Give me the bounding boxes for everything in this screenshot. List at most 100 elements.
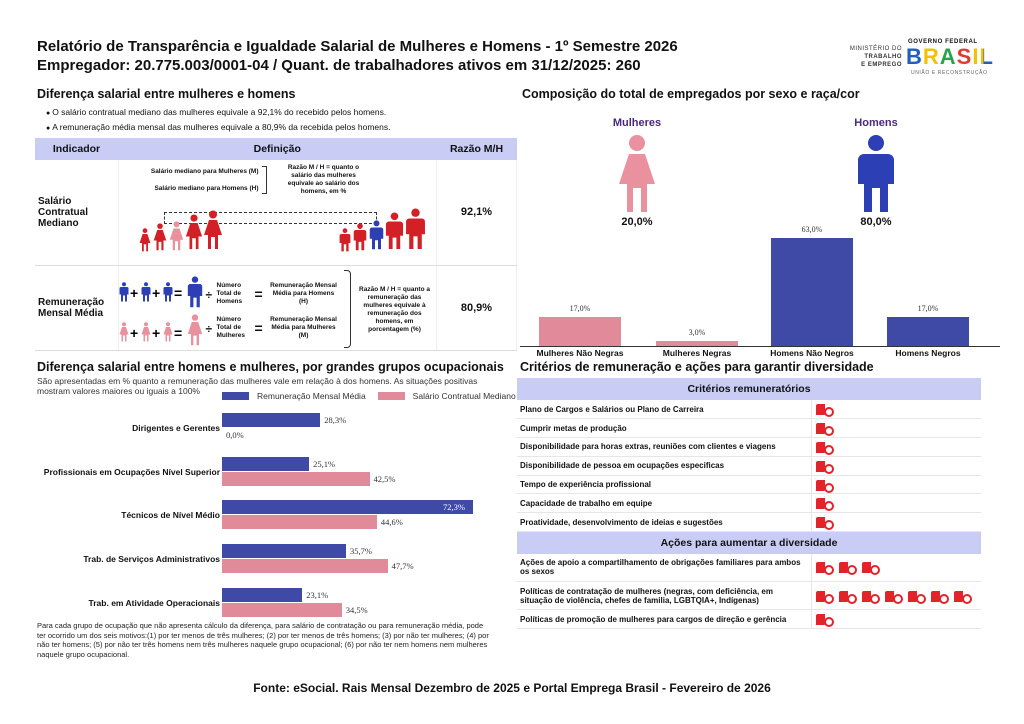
salary-bullet: A remuneração média mensal das mulheres … <box>46 122 390 132</box>
table-row: Políticas de contratação de mulheres (ne… <box>517 581 981 611</box>
criterion-icons <box>810 475 981 495</box>
def-text: Número Total de Homens <box>216 281 243 305</box>
bar-remuneration <box>222 544 346 558</box>
def-note: Razão M / H = quanto a remuneração das m… <box>359 285 430 333</box>
company-icon <box>814 458 835 474</box>
table-row: Tempo de experiência profissional <box>517 475 981 495</box>
category-label: Mulheres Negras <box>662 348 732 358</box>
svg-text:+: + <box>152 285 160 301</box>
divide-sign: ÷ <box>205 321 213 336</box>
men-label: Homens <box>854 117 898 129</box>
def-text: Número Total de Mulheres <box>216 315 246 339</box>
company-icon <box>814 421 835 437</box>
company-icon <box>814 496 835 512</box>
dashed-compare <box>163 212 377 224</box>
table-row: Disponibilidade para horas extras, reuni… <box>517 437 981 457</box>
composition-bar <box>771 238 853 346</box>
bar-value-label: 3,0% <box>688 327 706 337</box>
section-header-row: Critérios remuneratórios <box>517 378 981 400</box>
bar-salary <box>222 472 370 486</box>
bar-remuneration <box>222 413 321 427</box>
indicator-cell: Remuneração Mensal Média <box>35 265 119 351</box>
bar-remuneration <box>222 457 310 471</box>
criterion-icons <box>810 456 981 476</box>
bar-value-label: 44,6% <box>380 517 403 527</box>
company-icon <box>837 588 858 604</box>
ratio-cell: 80,9% <box>436 265 517 351</box>
definition-cell: + + = + + = ÷ ÷ Número Total de Homens Númer… <box>118 265 437 351</box>
criterion-label: Políticas de promoção de mulheres para c… <box>517 609 811 630</box>
bar-value-label: 0,0% <box>226 430 244 440</box>
category-label: Homens Não Negros <box>770 348 854 358</box>
company-icon <box>814 515 835 531</box>
bar-value-label: 23,1% <box>306 590 329 600</box>
table-row: Políticas de promoção de mulheres para c… <box>517 609 981 630</box>
col-header-indicator: Indicador <box>35 138 118 160</box>
table-row: Salário Contratual Mediano Salário media… <box>35 160 517 266</box>
criterion-label: Proatividade, desenvolvimento de ideias … <box>517 512 811 533</box>
employer-line: Empregador: 20.775.003/0001-04 / Quant. … <box>37 57 641 74</box>
brace <box>343 269 351 348</box>
table-row: Capacidade de trabalho em equipe <box>517 493 981 514</box>
criterion-label: Políticas de contratação de mulheres (ne… <box>517 581 811 611</box>
man-icon <box>858 135 894 212</box>
category-label: Trab. de Serviços Administrativos <box>83 554 220 564</box>
women-label: Mulheres <box>612 117 662 129</box>
bar-value-label: 17,0% <box>917 303 939 313</box>
company-icon <box>814 477 835 493</box>
col-header-ratio: Razão M/H <box>436 138 517 160</box>
category-label: Dirigentes e Gerentes <box>132 423 220 433</box>
section-header-row: Ações para aumentar a diversidade <box>517 531 981 554</box>
legend-label: Remuneração Mensal Média <box>257 391 366 401</box>
legend-swatch <box>377 392 405 400</box>
criterion-label: Disponibilidade para horas extras, reuni… <box>517 437 811 457</box>
category-label: Mulheres Não Negras <box>536 348 624 358</box>
source-note: Fonte: eSocial. Rais Mensal Dezembro de … <box>253 681 771 695</box>
ministry-text: TRABALHO <box>864 54 902 60</box>
company-icon <box>929 588 950 604</box>
brasil-logo: BRASIL <box>906 44 994 69</box>
bar-salary <box>222 515 377 529</box>
criterion-icons <box>810 553 981 583</box>
company-icon <box>814 402 835 418</box>
svg-text:+: + <box>152 325 160 341</box>
bar-value-label: 28,3% <box>324 415 347 425</box>
indicator-cell: Salário Contratual Mediano <box>35 160 119 266</box>
table-row: Proatividade, desenvolvimento de ideias … <box>517 512 981 533</box>
bar-value-label: 42,5% <box>373 474 396 484</box>
def-text: Remuneração Mensal Média para Mulheres (… <box>270 315 337 339</box>
criterion-label: Ações de apoio a compartilhamento de obr… <box>517 553 811 583</box>
company-icon <box>860 560 881 576</box>
legend-label: Salário Contratual Mediano <box>412 391 516 401</box>
criterion-icons <box>810 418 981 439</box>
company-icon <box>837 560 858 576</box>
woman-icon <box>619 135 655 212</box>
salary-table: Indicador Definição Razão M/H Salário Cont… <box>35 138 517 351</box>
men-percent: 80,0% <box>860 216 892 228</box>
def-text: Salário mediano para Homens (H) <box>154 185 259 192</box>
company-icon <box>952 588 973 604</box>
salary-section-title: Diferença salarial entre mulheres e home… <box>37 87 296 101</box>
criterion-label: Plano de Cargos e Salários ou Plano de C… <box>517 400 811 420</box>
criteria-table: Critérios remuneratórios Plano de Cargos … <box>517 378 981 630</box>
col-header-definition: Definição <box>118 138 437 160</box>
category-label: Trab. em Atividade Operacionais <box>88 598 220 608</box>
def-text: Salário mediano para Mulheres (M) <box>150 168 259 175</box>
equals-sign: = <box>254 285 263 302</box>
composition-bar <box>539 316 621 346</box>
criterion-icons <box>810 609 981 630</box>
composition-bar <box>656 340 738 346</box>
table-row: Disponibilidade de pessoa em ocupações e… <box>517 456 981 476</box>
composition-title: Composição do total de empregados por se… <box>522 87 860 101</box>
criteria-title: Critérios de remuneração e ações para ga… <box>520 360 874 374</box>
ministry-logo: MINISTÉRIO DO TRABALHO E EMPREGO <box>832 45 902 69</box>
criterion-label: Tempo de experiência profissional <box>517 475 811 495</box>
occupational-subtitle: São apresentadas em % quanto a remuneraç… <box>37 376 478 396</box>
company-icon <box>906 588 927 604</box>
logo-tagline: UNIÃO E RECONSTRUÇÃO <box>911 70 988 76</box>
company-icon <box>814 560 835 576</box>
table-row: Ações de apoio a compartilhamento de obr… <box>517 553 981 583</box>
svg-text:=: = <box>174 285 182 301</box>
bar-salary <box>222 603 342 617</box>
table-row: Cumprir metas de produção <box>517 418 981 439</box>
